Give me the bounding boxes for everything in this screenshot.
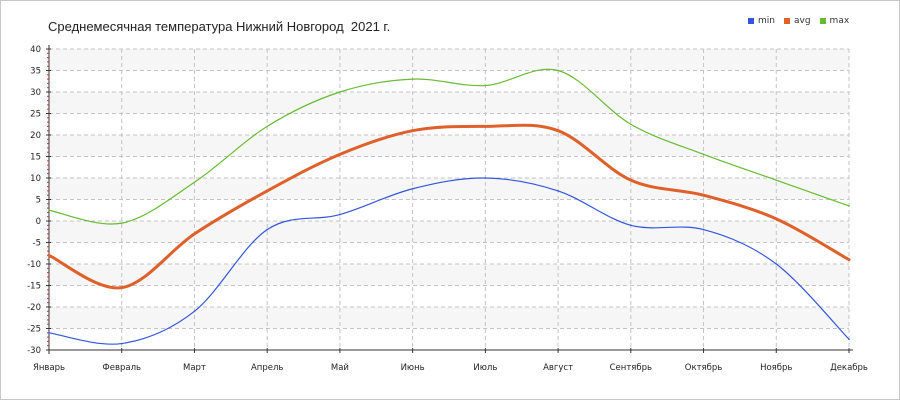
y-tick-label: 35	[30, 67, 41, 77]
y-tick-label: 0	[36, 217, 41, 227]
legend-item-min: min	[748, 16, 775, 26]
legend-label-min: min	[758, 16, 775, 26]
x-tick-label: Июль	[473, 363, 497, 373]
legend-swatch-avg	[783, 18, 790, 24]
x-tick-label: Октябрь	[685, 363, 723, 373]
data-point-avg	[775, 218, 778, 220]
data-point-min	[48, 332, 50, 334]
data-point-min	[848, 338, 850, 341]
y-tick-label: -15	[27, 282, 41, 292]
y-tick-label: -25	[27, 325, 41, 335]
plot-band	[49, 135, 849, 157]
data-point-min	[484, 177, 487, 179]
x-tick-label: Январь	[33, 363, 65, 373]
data-point-avg	[193, 233, 196, 235]
plot-band	[49, 92, 849, 114]
x-tick-label: Ноябрь	[760, 363, 792, 373]
data-point-max	[484, 84, 487, 87]
x-tick-label: Декабрь	[830, 363, 868, 373]
data-point-avg	[411, 129, 414, 132]
data-point-max	[266, 125, 268, 128]
x-tick-label: Май	[331, 363, 349, 373]
series-line-min	[48, 177, 850, 345]
legend-item-max: max	[819, 16, 850, 26]
data-point-avg	[630, 179, 632, 181]
data-point-max	[702, 153, 705, 156]
y-tick-label: -20	[27, 303, 41, 313]
data-point-max	[557, 69, 559, 72]
legend-label-max: max	[829, 16, 850, 26]
data-point-avg	[484, 125, 487, 128]
data-point-max	[120, 222, 123, 224]
data-point-max	[193, 181, 196, 184]
data-point-avg	[339, 153, 341, 156]
data-point-max	[630, 123, 632, 126]
plot-band	[49, 307, 849, 329]
data-point-min	[557, 190, 559, 192]
plot-band	[49, 178, 849, 200]
y-tick-label: -30	[27, 346, 41, 356]
x-tick-label: Февраль	[102, 363, 141, 373]
x-tick-label: Март	[183, 363, 206, 373]
data-point-min	[339, 213, 341, 216]
x-tick-label: Сентябрь	[610, 363, 652, 373]
data-point-max	[411, 78, 414, 80]
legend-swatch-min	[748, 18, 754, 24]
data-point-avg	[48, 254, 50, 257]
data-point-max	[48, 209, 50, 212]
data-point-max	[339, 91, 341, 93]
data-point-max	[848, 205, 850, 207]
x-tick-label: Июнь	[401, 363, 425, 373]
legend-item-avg: avg	[783, 16, 811, 26]
data-point-avg	[702, 194, 705, 196]
y-tick-label: -10	[27, 260, 41, 270]
data-point-avg	[266, 190, 268, 192]
y-tick-label: 10	[30, 174, 41, 184]
data-point-min	[266, 228, 268, 231]
y-tick-label: 15	[30, 153, 41, 163]
y-tick-label: 25	[30, 110, 41, 120]
plot-band	[49, 264, 849, 286]
data-point-min	[702, 228, 705, 231]
data-point-avg	[848, 258, 850, 261]
y-tick-label: 30	[30, 88, 41, 98]
legend-swatch-max	[819, 18, 826, 24]
y-tick-label: 20	[30, 131, 41, 141]
series-line-max	[48, 68, 850, 225]
series-line-avg	[47, 123, 851, 290]
chart-title: Среднемесячная температура Нижний Новгор…	[48, 19, 391, 34]
y-tick-label: -5	[33, 239, 41, 249]
plot-band	[49, 221, 849, 243]
plot-band	[49, 49, 849, 71]
legend-label-avg: avg	[793, 16, 811, 26]
y-tick-label: 5	[36, 196, 41, 206]
data-point-avg	[120, 286, 123, 289]
data-point-min	[630, 224, 632, 227]
legend: min avg max	[748, 16, 858, 26]
x-tick-label: Август	[543, 363, 573, 373]
data-point-max	[775, 179, 778, 181]
data-point-min	[775, 263, 778, 265]
x-tick-label: Апрель	[251, 363, 283, 373]
data-point-min	[411, 187, 414, 190]
data-point-min	[193, 310, 196, 313]
data-point-avg	[557, 129, 559, 132]
y-tick-label: 40	[30, 45, 41, 55]
data-point-min	[120, 342, 123, 345]
